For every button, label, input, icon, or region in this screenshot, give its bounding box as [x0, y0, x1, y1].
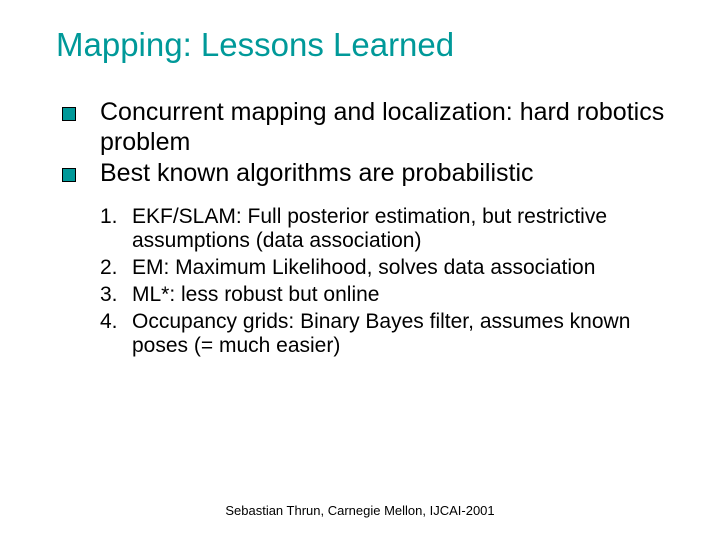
item-number: 3. [100, 283, 118, 308]
item-number: 2. [100, 256, 118, 281]
item-number: 4. [100, 310, 118, 335]
bullet-item: Concurrent mapping and localization: har… [56, 98, 680, 157]
item-text: Occupancy grids: Binary Bayes filter, as… [132, 310, 630, 358]
numbered-item: 3. ML*: less robust but online [100, 283, 680, 308]
item-number: 1. [100, 205, 118, 230]
slide-footer: Sebastian Thrun, Carnegie Mellon, IJCAI-… [0, 503, 720, 518]
slide: Mapping: Lessons Learned Concurrent mapp… [0, 0, 720, 540]
numbered-item: 2. EM: Maximum Likelihood, solves data a… [100, 256, 680, 281]
item-text: EKF/SLAM: Full posterior estimation, but… [132, 205, 607, 253]
main-bullets: Concurrent mapping and localization: har… [56, 98, 680, 189]
numbered-list: 1. EKF/SLAM: Full posterior estimation, … [56, 205, 680, 360]
bullet-text: Concurrent mapping and localization: har… [100, 98, 664, 156]
item-text: ML*: less robust but online [132, 283, 379, 306]
numbered-item: 4. Occupancy grids: Binary Bayes filter,… [100, 310, 680, 360]
bullet-item: Best known algorithms are probabilistic [56, 159, 680, 189]
bullet-text: Best known algorithms are probabilistic [100, 159, 534, 187]
item-text: EM: Maximum Likelihood, solves data asso… [132, 256, 595, 279]
square-bullet-icon [62, 107, 76, 121]
numbered-item: 1. EKF/SLAM: Full posterior estimation, … [100, 205, 680, 255]
square-bullet-icon [62, 168, 76, 182]
slide-title: Mapping: Lessons Learned [56, 26, 680, 64]
